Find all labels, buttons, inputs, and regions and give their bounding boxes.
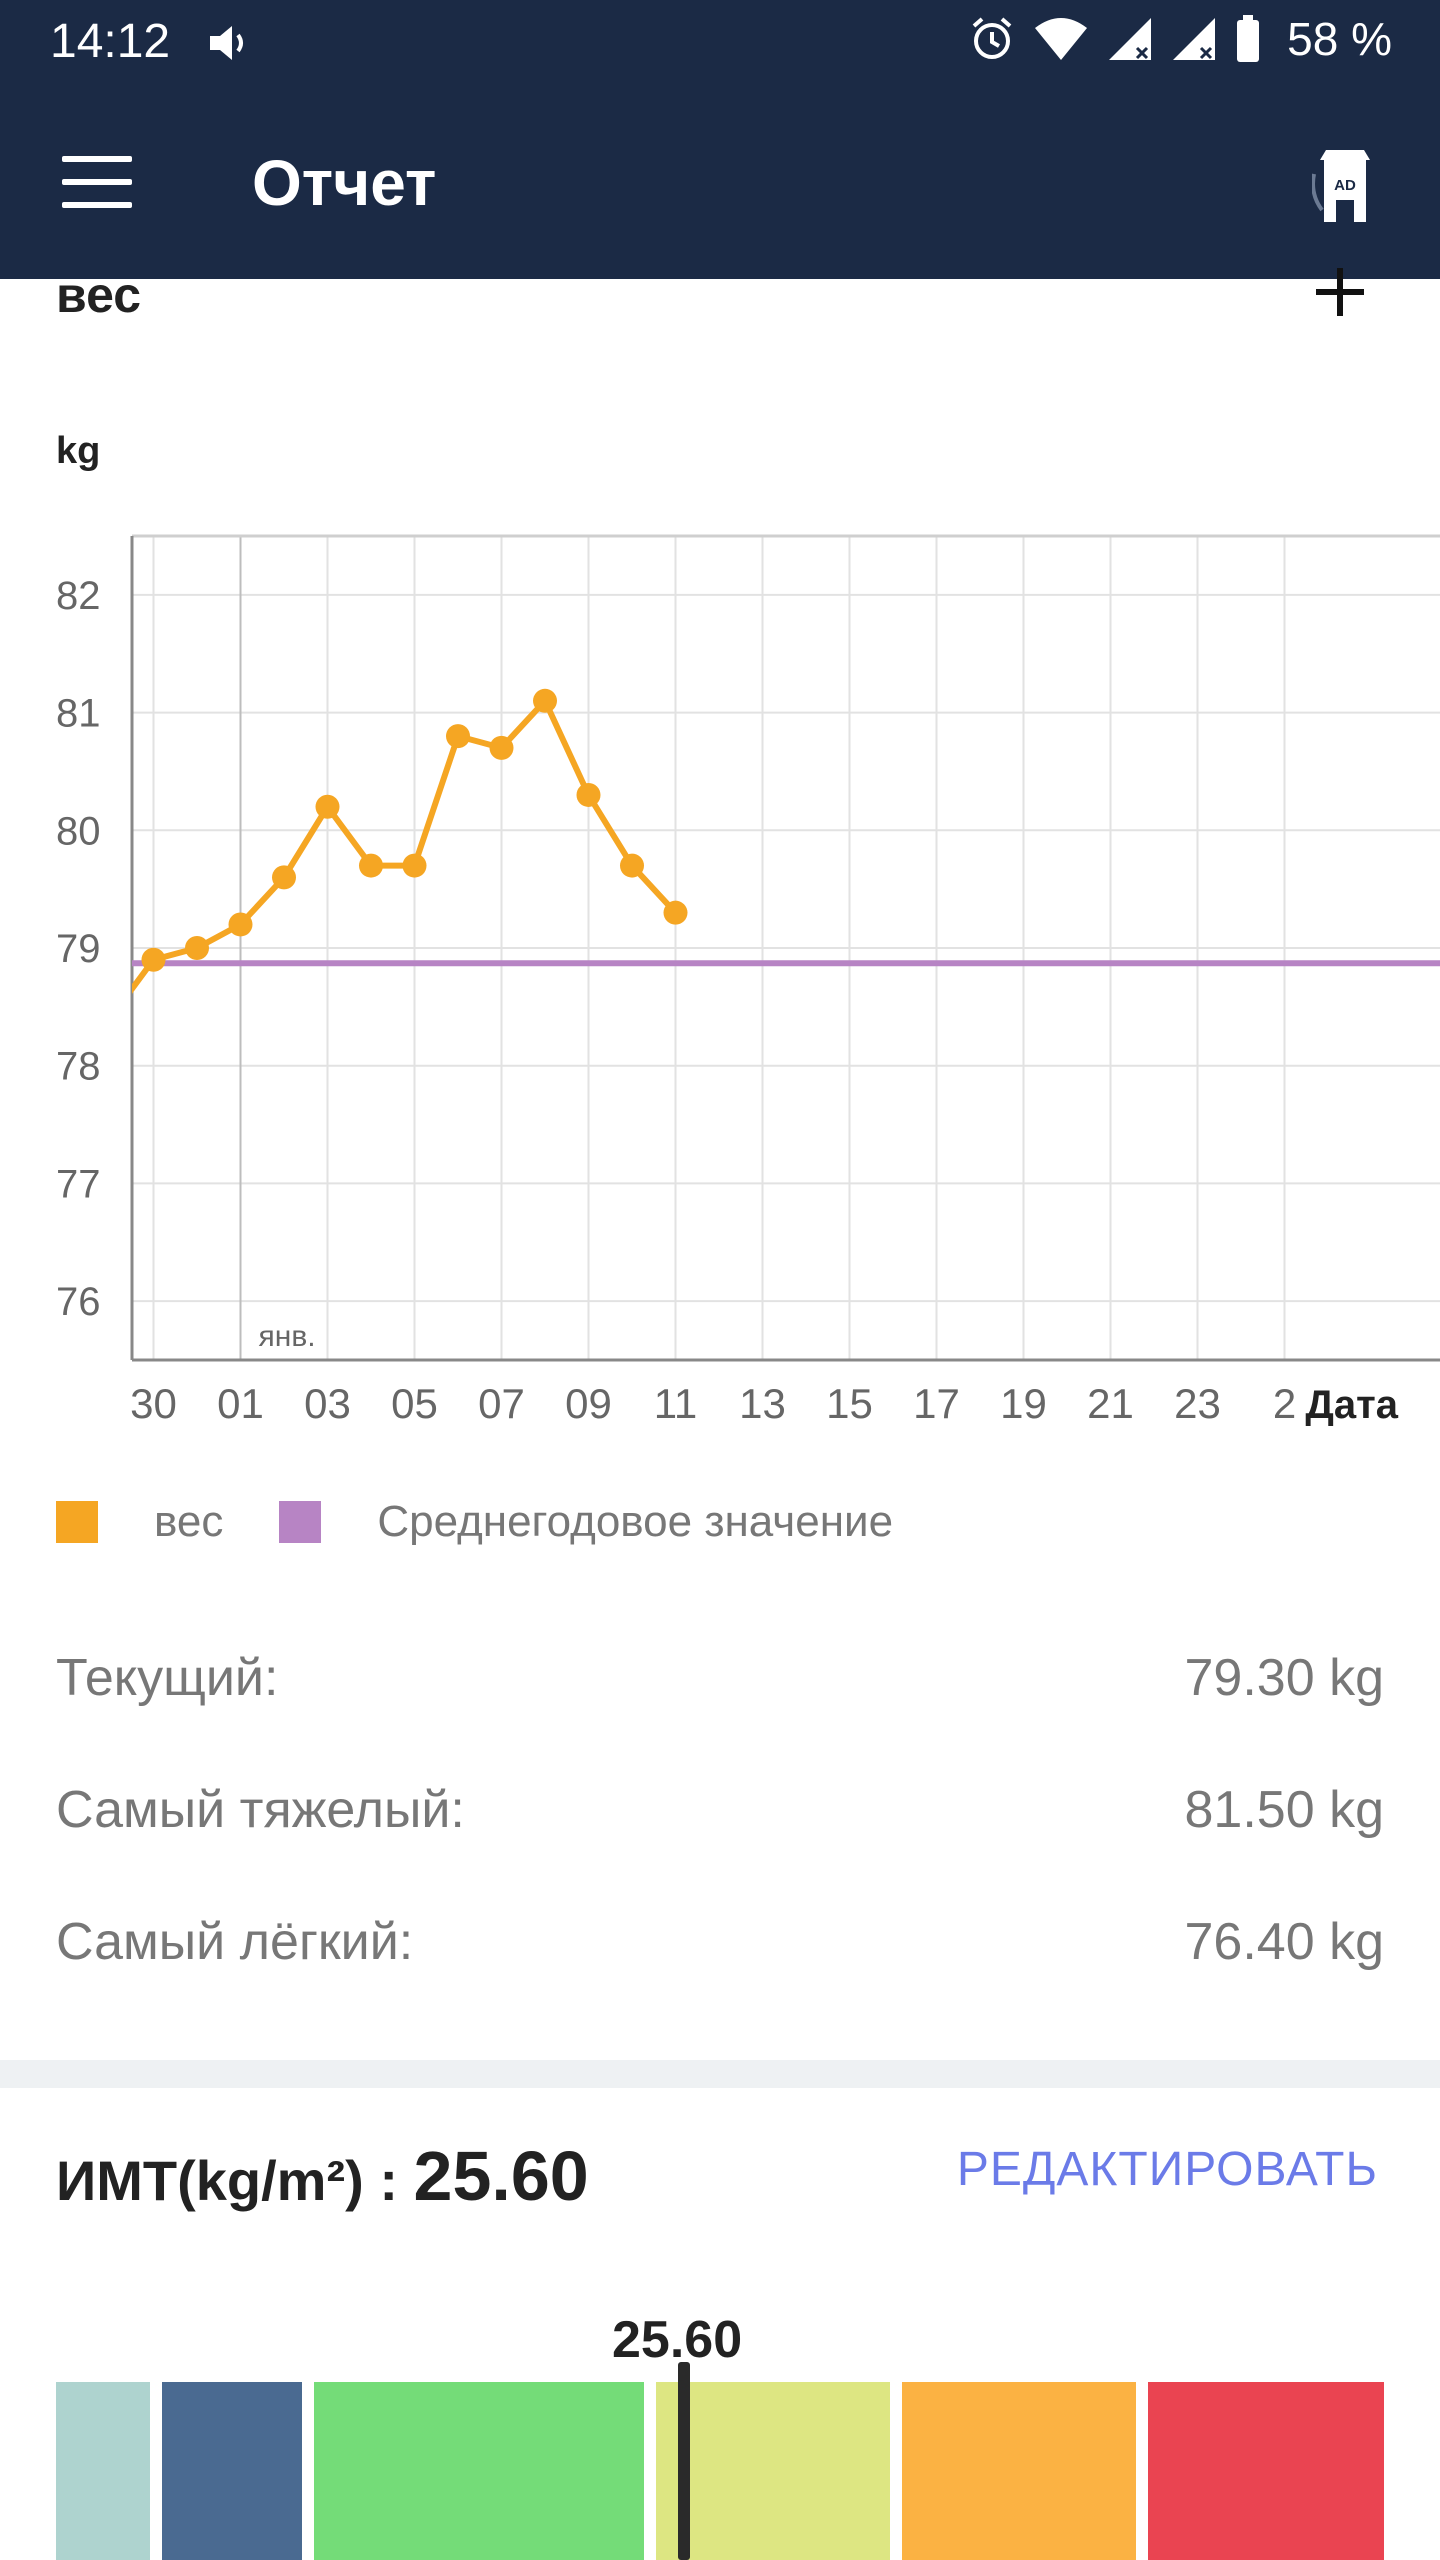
stat-value: 76.40 kg xyxy=(1184,1913,1385,1971)
stat-value: 81.50 kg xyxy=(1184,1781,1385,1839)
stat-value: 79.30 kg xyxy=(1184,1649,1385,1707)
bmi-pointer xyxy=(678,2362,690,2560)
weight-data-point xyxy=(533,688,557,713)
legend-label-yearly-average: Среднегодовое значение xyxy=(377,1497,894,1546)
status-time: 14:12 xyxy=(50,15,171,68)
battery-percent: 58 % xyxy=(1287,13,1392,65)
y-axis-label: kg xyxy=(56,430,101,472)
stat-heaviest: Самый тяжелый: 81.50 kg xyxy=(56,1780,1384,1840)
app-bar: Отчет AD xyxy=(0,86,1440,279)
x-tick-label: 15 xyxy=(826,1380,873,1427)
x-tick-label: 17 xyxy=(913,1380,960,1427)
month-label: янв. xyxy=(259,1320,316,1353)
weight-chart: 76 77 78 79 80 81 82 30 01 03 05 07 09 11 13 15 17 19 21 23… xyxy=(56,534,1440,1427)
x-tick-label: 09 xyxy=(565,1380,612,1427)
ad-tower-icon[interactable]: AD xyxy=(1312,144,1378,224)
signal-icon xyxy=(1109,18,1152,60)
y-tick-label: 78 xyxy=(56,1045,101,1089)
bmi-label: ИМТ(kg/m²) : xyxy=(56,2149,414,2212)
section-title: вес xyxy=(56,267,142,323)
weight-data-point xyxy=(185,936,209,960)
status-bar: 14:12 58 % xyxy=(0,0,1440,86)
weight-data-point xyxy=(272,865,296,890)
x-tick-label: 2 xyxy=(1273,1380,1296,1427)
chart-legend: вес Среднегодовое значение xyxy=(56,1497,949,1546)
x-tick-label: 03 xyxy=(304,1380,351,1427)
svg-text:AD: AD xyxy=(1334,177,1356,194)
bmi-gauge-value: 25.60 xyxy=(612,2311,743,2369)
legend-label-weight: вес xyxy=(154,1497,224,1546)
legend-swatch-weight xyxy=(56,1501,98,1543)
bmi-segment-severely-obese xyxy=(1148,2382,1384,2560)
x-tick-label: 21 xyxy=(1087,1380,1134,1427)
weight-series-line xyxy=(132,697,678,994)
weight-data-point xyxy=(489,735,514,760)
bmi-title: ИМТ(kg/m²) : 25.60 xyxy=(56,2136,589,2216)
x-tick-label: 11 xyxy=(654,1380,698,1427)
hamburger-menu-icon[interactable] xyxy=(62,156,132,208)
signal-icon xyxy=(1173,18,1216,60)
y-tick-label: 76 xyxy=(56,1280,101,1324)
stat-label: Текущий: xyxy=(56,1649,279,1707)
weight-data-point xyxy=(315,794,340,819)
weight-data-point xyxy=(620,853,644,878)
y-tick-label: 79 xyxy=(56,927,101,971)
wifi-icon xyxy=(1035,18,1088,60)
bmi-segment-normal xyxy=(314,2382,644,2560)
alarm-icon xyxy=(972,17,1012,59)
y-tick-label: 80 xyxy=(56,809,101,853)
weight-data-point xyxy=(359,853,383,878)
x-tick-label: 05 xyxy=(391,1380,438,1427)
legend-swatch-yearly-average xyxy=(279,1501,322,1543)
stat-current: Текущий: 79.30 kg xyxy=(56,1648,1384,1708)
weight-data-point xyxy=(446,724,470,749)
y-tick-label: 81 xyxy=(56,692,101,736)
bmi-segment-underweight xyxy=(162,2382,302,2560)
x-tick-label: 01 xyxy=(217,1380,264,1427)
y-tick-label: 77 xyxy=(56,1162,101,1206)
bmi-value: 25.60 xyxy=(413,2137,589,2215)
stat-label: Самый тяжелый: xyxy=(56,1781,465,1839)
x-tick-label: 07 xyxy=(478,1380,525,1427)
weight-data-point xyxy=(402,853,427,878)
stat-label: Самый лёгкий: xyxy=(56,1913,414,1971)
weight-data-point xyxy=(141,947,166,972)
battery-icon xyxy=(1237,15,1260,62)
bmi-segment-overweight xyxy=(656,2382,890,2560)
weight-data-point xyxy=(228,912,253,937)
stat-lightest: Самый лёгкий: 76.40 kg xyxy=(56,1912,1384,1972)
edit-bmi-button[interactable]: РЕДАКТИРОВАТЬ xyxy=(956,2143,1378,2196)
x-tick-label: 13 xyxy=(739,1380,786,1427)
x-tick-label: 19 xyxy=(1000,1380,1047,1427)
plus-icon[interactable] xyxy=(1310,262,1370,322)
section-divider xyxy=(0,2060,1440,2088)
y-tick-label: 82 xyxy=(56,574,101,618)
sound-icon xyxy=(210,26,243,60)
weight-data-point xyxy=(663,900,688,925)
weight-data-point xyxy=(576,782,601,807)
x-axis-title: Дата xyxy=(1305,1383,1398,1427)
bmi-segment-obese xyxy=(902,2382,1136,2560)
x-tick-label: 23 xyxy=(1174,1380,1221,1427)
bmi-segment-very-underweight xyxy=(56,2382,150,2560)
x-tick-label: 30 xyxy=(130,1380,177,1427)
page-title: Отчет xyxy=(252,147,437,219)
